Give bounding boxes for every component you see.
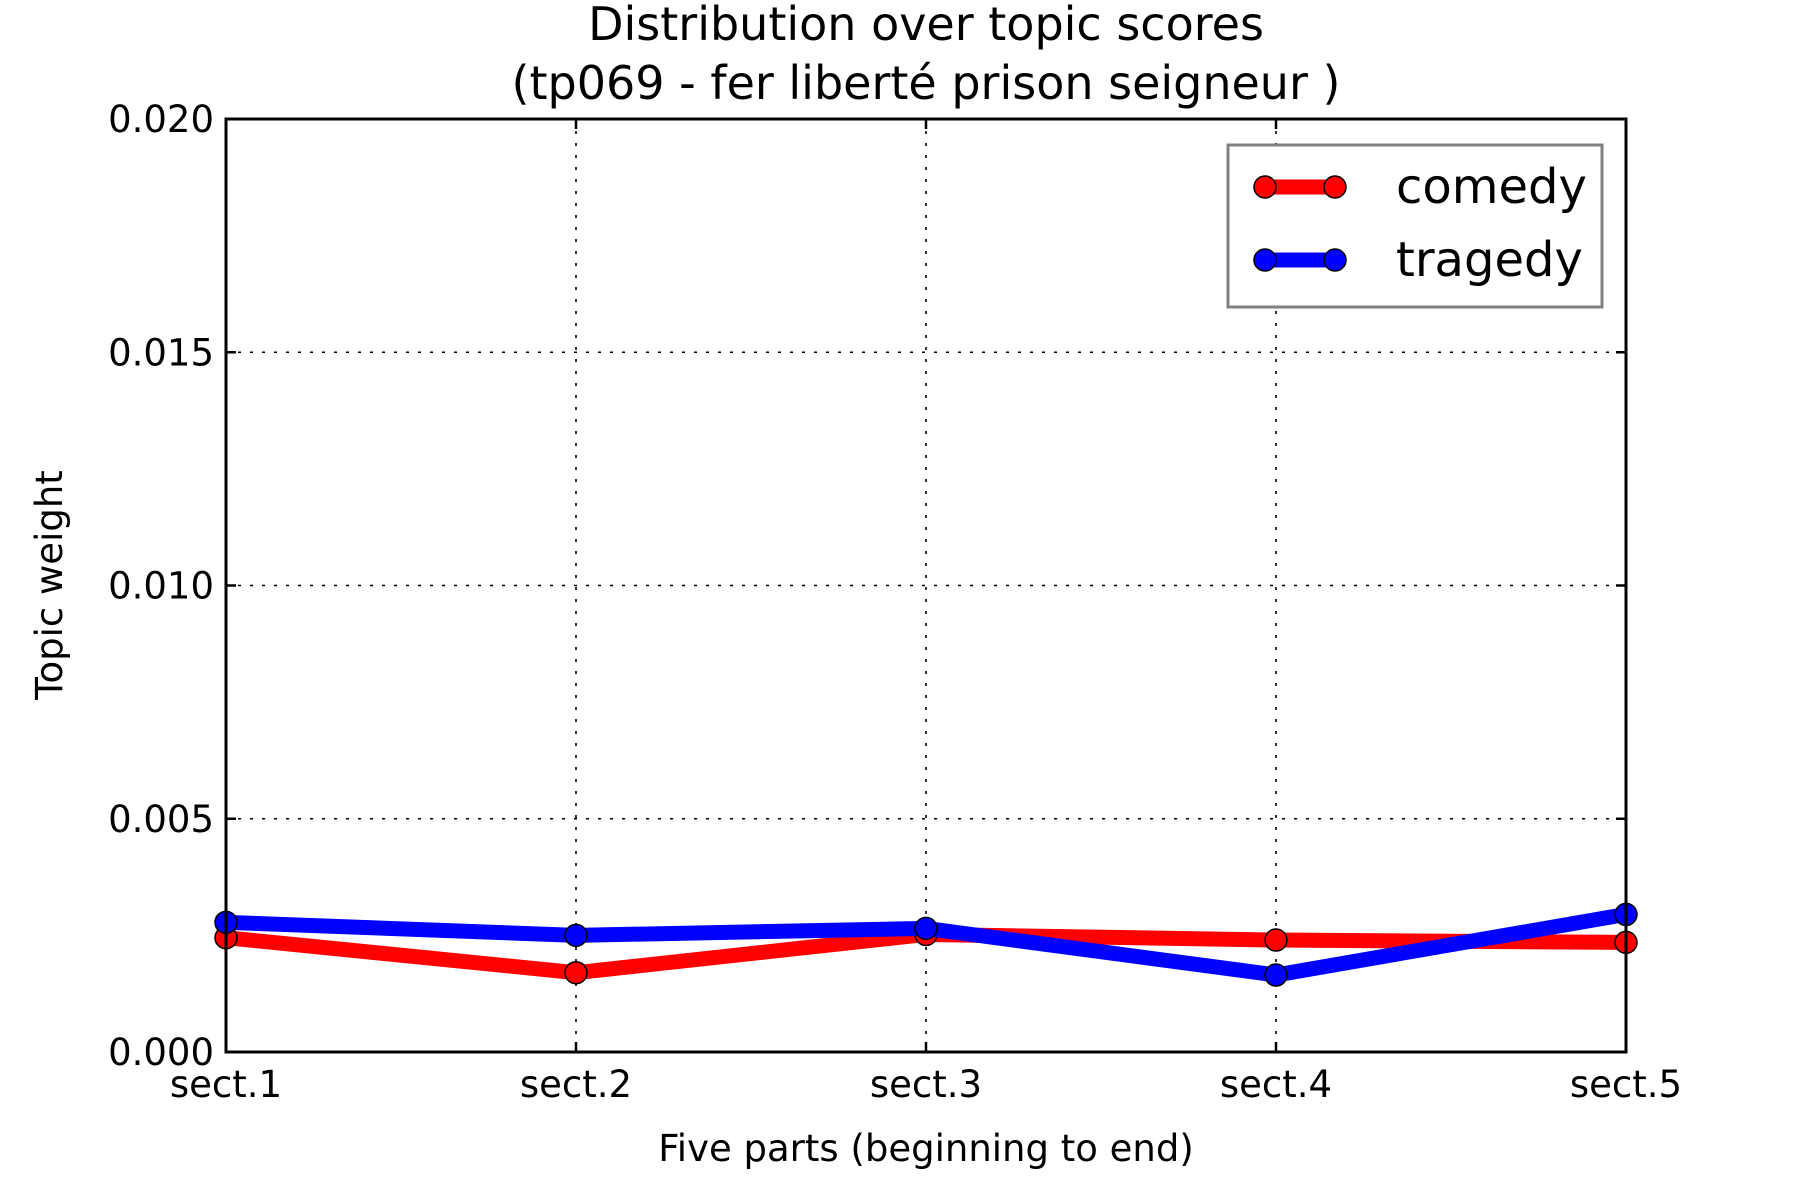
- data-point-tragedy: [914, 916, 938, 941]
- legend-marker-tragedy: [1253, 248, 1277, 272]
- data-point-comedy: [1264, 928, 1288, 952]
- y-tick-label: 0.015: [108, 331, 214, 374]
- y-tick-label: 0.020: [108, 98, 214, 141]
- y-tick-label: 0.010: [108, 565, 214, 608]
- x-tick-label: sect.5: [1570, 1063, 1682, 1106]
- series-layer: [214, 902, 1638, 987]
- axis-ticks: sect.1 sect.2 sect.3 sect.4 sect.5 0.000 0.005…: [108, 98, 1682, 1106]
- y-axis-label: Topic weight: [28, 470, 71, 701]
- grid-lines: [226, 119, 1626, 1052]
- legend-label-tragedy: tragedy: [1396, 232, 1583, 288]
- data-point-comedy: [564, 960, 588, 985]
- legend-marker-comedy: [1253, 175, 1277, 199]
- chart-subtitle: (tp069 - fer liberté prison seigneur ): [512, 56, 1341, 110]
- chart-title: Distribution over topic scores: [588, 0, 1264, 51]
- x-tick-label: sect.2: [520, 1063, 632, 1106]
- legend-marker-comedy: [1323, 175, 1347, 199]
- x-tick-label: sect.4: [1220, 1063, 1332, 1106]
- y-tick-label: 0.005: [108, 798, 214, 841]
- x-axis-label: Five parts (beginning to end): [658, 1127, 1194, 1170]
- legend-marker-tragedy: [1323, 248, 1347, 272]
- data-point-tragedy: [564, 923, 588, 948]
- x-tick-label: sect.1: [170, 1063, 282, 1106]
- legend: comedy tragedy: [1226, 143, 1604, 309]
- y-tick-label: 0.000: [108, 1031, 214, 1074]
- legend-label-comedy: comedy: [1396, 159, 1587, 215]
- x-tick-label: sect.3: [870, 1063, 982, 1106]
- legend-box: [1226, 143, 1604, 309]
- data-point-tragedy: [1264, 963, 1288, 987]
